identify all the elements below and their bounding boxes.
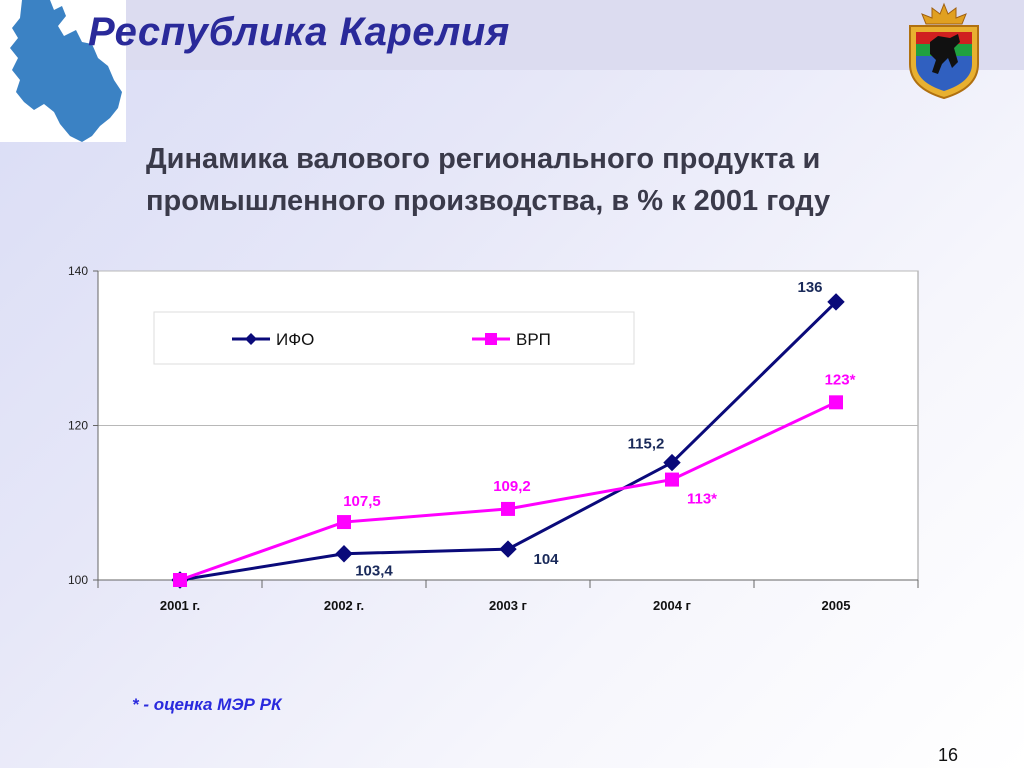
legend-marker-ifo: [245, 333, 257, 345]
map-icon: [0, 0, 126, 142]
data-point-ifo: [499, 540, 517, 558]
x-tick-label: 2005: [822, 598, 851, 613]
subtitle-line-1: Динамика валового регионального продукта…: [146, 143, 821, 175]
data-label: 104: [533, 551, 559, 568]
footnote: * - оценка МЭР РК: [132, 695, 282, 714]
data-point-ifo: [663, 453, 681, 472]
data-label: 115,2: [628, 436, 665, 453]
data-point-ifo: [335, 545, 353, 563]
legend-box: [153, 311, 635, 365]
data-point-vrp: [501, 501, 515, 516]
data-label: 123*: [825, 371, 856, 388]
x-tick-label: 2001 г.: [160, 598, 200, 613]
y-tick-label: 120: [68, 419, 88, 433]
data-label: 136: [797, 279, 822, 296]
coat-of-arms-icon: [902, 2, 986, 100]
data-label: 107,5: [343, 493, 381, 510]
x-tick-label: 2004 г: [653, 598, 692, 613]
region-title: Республика Карелия: [88, 10, 510, 54]
data-point-ifo: [827, 293, 845, 311]
legend-label: ВРП: [516, 330, 551, 349]
subtitle-line-2: промышленного производства, в % к 2001 г…: [146, 185, 831, 217]
chart-subtitle: Динамика валового регионального продукта…: [146, 138, 976, 222]
y-tick-label: 100: [68, 573, 88, 587]
data-point-vrp: [665, 472, 679, 487]
legend-label: ИФО: [276, 330, 314, 349]
y-tick-label: 140: [68, 264, 88, 278]
data-point-vrp: [173, 573, 187, 587]
legend-marker-vrp: [485, 333, 497, 345]
x-tick-label: 2002 г.: [324, 598, 364, 613]
data-label: 113*: [687, 491, 717, 508]
data-label: 109,2: [493, 478, 531, 495]
data-point-vrp: [337, 515, 351, 530]
data-point-vrp: [829, 395, 843, 410]
header-band: [0, 0, 1024, 70]
x-tick-label: 2003 г: [489, 598, 528, 613]
page-number: 16: [938, 745, 959, 765]
data-label: 103,4: [355, 563, 393, 580]
